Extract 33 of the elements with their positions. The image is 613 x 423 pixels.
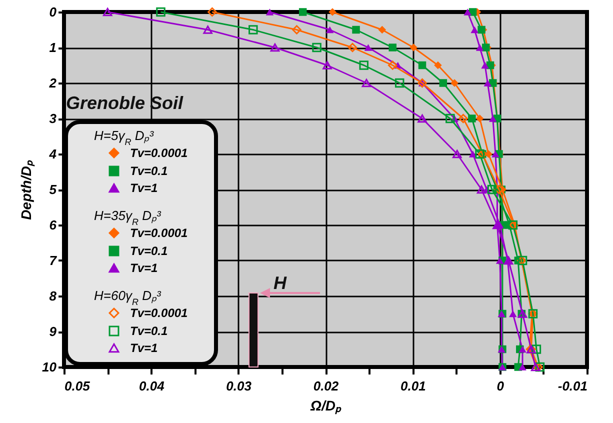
legend-label: Tv=1 (130, 181, 158, 195)
y-tick-label: 5 (49, 182, 58, 197)
x-axis-title: Ω/Dₚ (310, 398, 342, 414)
legend-label: Tv=0.0001 (130, 146, 188, 160)
x-tick-label: 0.03 (226, 378, 252, 394)
legend-label: Tv=1 (130, 261, 158, 275)
legend-label: Tv=0.1 (130, 164, 168, 178)
y-tick-label: 3 (49, 111, 58, 126)
y-tick-label: 8 (49, 288, 58, 304)
x-tick-label: 0.02 (313, 378, 340, 394)
text: H=35γ$_{R}$ Dₚ³ (94, 208, 161, 227)
x-tick-label: 0.05 (64, 378, 91, 394)
x-tick-label: -0.01 (558, 378, 588, 394)
y-tick-label: 1 (49, 40, 56, 55)
x-tick-label: 0.01 (400, 378, 426, 394)
legend-label: Tv=0.1 (130, 244, 168, 258)
y-tick-label: 4 (48, 146, 58, 162)
y-tick-label: 9 (49, 324, 58, 339)
y-tick-label: 2 (48, 76, 58, 90)
text: H=60γ$_{R}$ Dₚ³ (94, 288, 161, 307)
y-tick-label: 6 (49, 218, 58, 232)
legend-label: Tv=0.0001 (130, 226, 188, 240)
legend-label: Tv=1 (130, 341, 158, 355)
legend-label: Tv=0.1 (130, 324, 168, 338)
y-axis-title: Depth/Dₚ (18, 160, 36, 220)
text: H=5γ$_{R}$ Dₚ³ (94, 128, 154, 147)
legend-label: Tv=0.0001 (130, 306, 188, 320)
x-tick-label: 0 (496, 378, 505, 394)
y-tick-label: 7 (49, 253, 58, 268)
x-tick-label: 0.04 (139, 378, 166, 394)
annotation: H (274, 273, 288, 293)
y-tick-label: 0 (49, 4, 58, 20)
y-tick-label: 10 (42, 360, 58, 374)
